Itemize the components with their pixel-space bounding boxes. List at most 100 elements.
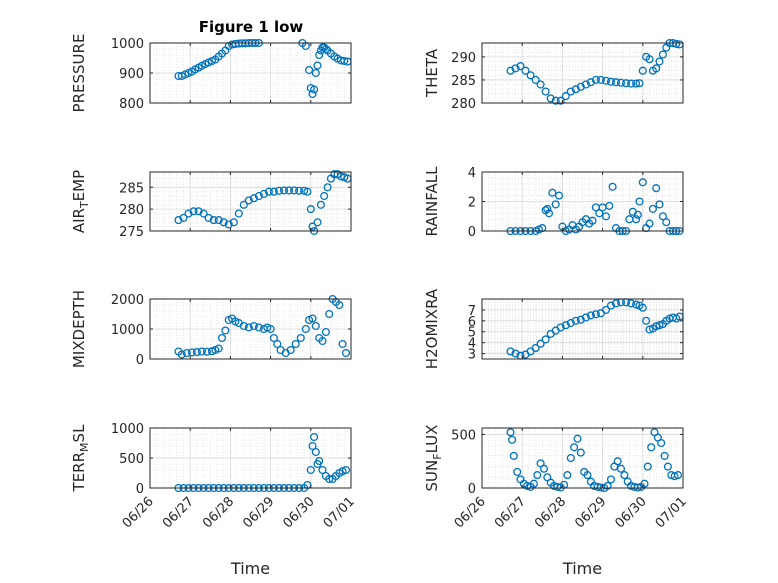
data-point (554, 191, 564, 200)
data-point (318, 336, 327, 346)
axes-box (481, 42, 684, 104)
data-point (632, 300, 641, 309)
subplot-rainfall: 0 2 4 RAINFALL (423, 166, 684, 240)
data-point (613, 457, 622, 466)
data-point (561, 92, 570, 101)
data-point (663, 462, 672, 471)
data-point (620, 471, 629, 480)
y-axis-label: H2OMIXRA (423, 288, 441, 369)
data-point (583, 471, 592, 480)
data-point (306, 465, 315, 475)
data-point (300, 186, 309, 195)
data-point (305, 65, 314, 75)
data-point (640, 479, 649, 488)
data-point (214, 216, 223, 225)
y-tick-label: 0 (468, 225, 476, 240)
y-axis-label: PRESSURE (70, 34, 88, 113)
y-tick-label: 500 (119, 452, 144, 467)
data-point (632, 79, 641, 88)
data-point (303, 187, 312, 196)
data-point (531, 344, 540, 353)
data-point (516, 62, 525, 71)
data-point (611, 78, 621, 87)
major-grid (481, 299, 684, 359)
data-point (308, 222, 317, 231)
data-point (296, 333, 305, 343)
data-point (182, 348, 191, 358)
y-tick-label: 800 (119, 97, 144, 112)
data-point (638, 303, 647, 312)
y-tick-label: 500 (451, 428, 476, 443)
data-point (506, 66, 515, 75)
data-point (179, 213, 188, 222)
data-point (254, 323, 263, 332)
data-point (531, 75, 540, 84)
data-point (313, 61, 322, 70)
data-point (249, 321, 258, 331)
data-point (670, 472, 679, 481)
data-point (596, 75, 605, 84)
y-axis-label: TERRMSL (70, 424, 91, 493)
data-point (506, 428, 515, 437)
data-point (662, 218, 671, 227)
y-tick-label: 6 (468, 315, 476, 330)
x-tick-label: 06/26 (120, 494, 157, 531)
y-tick-label: 1000 (111, 323, 144, 338)
data-point (311, 447, 320, 457)
data-point (601, 76, 611, 85)
data-point (576, 315, 585, 324)
data-point (652, 184, 661, 193)
data-point (219, 218, 228, 227)
subplot-air_temp: 275 280 285 AIRTEMP (70, 170, 352, 240)
data-point (316, 200, 325, 209)
data-point (672, 39, 681, 48)
data-point (586, 311, 595, 320)
y-tick-label: 2000 (111, 293, 144, 308)
data-point (544, 209, 554, 218)
data-point (571, 316, 580, 325)
data-point (586, 78, 595, 87)
data-point (174, 216, 183, 225)
data-point (269, 333, 278, 343)
data-point (588, 216, 597, 225)
data-point (657, 438, 666, 448)
data-point (301, 324, 310, 334)
tick-marks (481, 43, 684, 104)
tick-marks (481, 299, 684, 359)
data-point (541, 335, 550, 344)
data-point (209, 216, 218, 225)
data-point (315, 456, 324, 466)
data-point (606, 301, 616, 310)
y-axis-label: SUNFLUX (423, 425, 444, 492)
data-point (576, 448, 585, 457)
data-point (566, 318, 575, 328)
subplot-sun_flux: 0 500 SUNFLUX 06/26 06/27 06/28 06/29 06/30 07/0… (423, 425, 690, 578)
data-point (338, 339, 347, 349)
y-tick-label: 0 (136, 353, 144, 368)
data-point (539, 464, 549, 473)
data-point (643, 462, 652, 471)
data-point (189, 207, 198, 216)
data-point (658, 212, 667, 221)
data-point (645, 325, 654, 334)
data-point (648, 204, 657, 213)
data-point (511, 64, 520, 73)
data-point (311, 321, 320, 331)
data-point (234, 209, 243, 218)
data-point (673, 471, 683, 480)
axes-box (149, 171, 352, 232)
data-point (573, 434, 582, 443)
x-tick-label: 06/28 (200, 494, 237, 531)
axes-box (481, 427, 684, 489)
data-point (591, 310, 600, 319)
data-point (652, 64, 661, 73)
data-point (571, 85, 580, 94)
figure-title: Figure 1 low (199, 18, 304, 36)
data-point (606, 77, 616, 86)
data-point (511, 349, 520, 358)
data-point (274, 186, 284, 195)
y-axis-label: RAINFALL (423, 166, 441, 237)
data-point (192, 348, 201, 357)
data-point (290, 186, 299, 195)
data-point (536, 339, 545, 348)
